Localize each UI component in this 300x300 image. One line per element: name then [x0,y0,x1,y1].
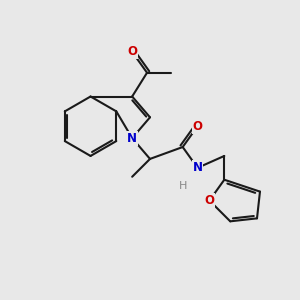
Text: O: O [193,120,202,133]
Text: N: N [193,161,202,174]
Text: H: H [178,181,187,191]
Text: O: O [127,45,137,58]
Text: O: O [204,194,214,207]
Text: N: N [127,132,137,145]
